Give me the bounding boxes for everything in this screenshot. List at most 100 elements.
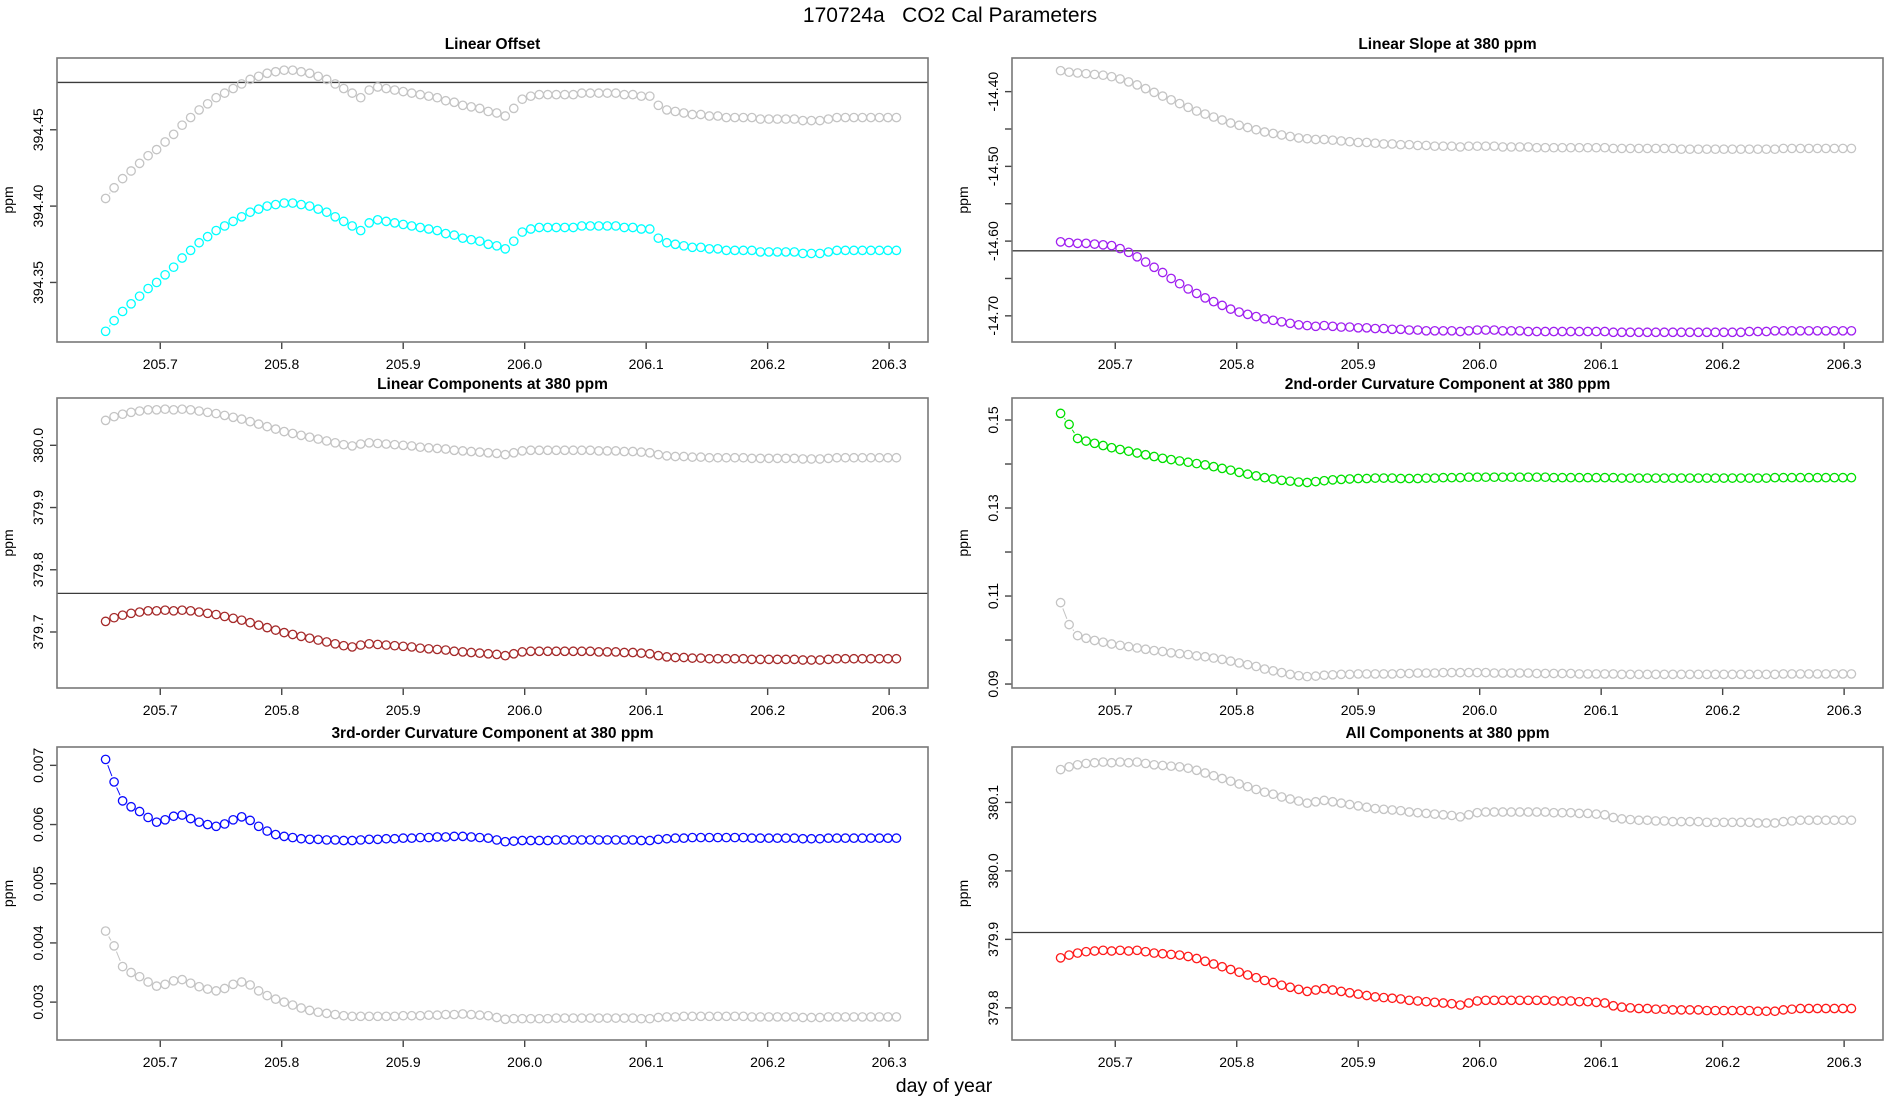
data-point	[1072, 68, 1083, 78]
data-point	[832, 452, 842, 463]
data-point	[381, 83, 392, 94]
data-point	[542, 1013, 553, 1024]
data-point	[1616, 1002, 1627, 1012]
data-point	[415, 222, 426, 233]
data-point	[832, 112, 842, 123]
data-point	[1081, 758, 1091, 769]
data-point	[389, 218, 400, 228]
data-point	[1506, 807, 1517, 817]
data-point	[568, 222, 579, 233]
data-point	[1702, 817, 1712, 828]
panel-border	[1011, 57, 1884, 343]
data-point	[1370, 669, 1381, 679]
data-point	[423, 832, 434, 843]
data-point	[262, 990, 273, 1001]
data-point	[270, 199, 281, 210]
data-point	[729, 245, 740, 256]
data-point	[1523, 995, 1534, 1006]
data-point	[457, 647, 468, 657]
data-point	[1208, 461, 1219, 472]
data-point	[1353, 322, 1364, 333]
data-point	[109, 612, 119, 623]
data-point	[1514, 995, 1525, 1006]
data-point	[764, 654, 774, 665]
data-point	[126, 608, 136, 619]
data-point	[1497, 807, 1508, 817]
data-point	[1353, 989, 1364, 999]
data-point	[1208, 112, 1219, 122]
data-point	[815, 115, 825, 126]
data-point	[483, 1010, 494, 1021]
point-connector	[109, 192, 111, 194]
data-point	[330, 835, 341, 845]
data-point	[1693, 144, 1704, 155]
data-point	[661, 1012, 672, 1022]
data-point	[1540, 807, 1551, 817]
data-point	[1557, 996, 1568, 1006]
data-point	[1285, 476, 1296, 487]
data-point	[1489, 668, 1500, 678]
data-point	[517, 1013, 528, 1024]
x-tick-label: 206.3	[1827, 1054, 1862, 1070]
data-point	[491, 108, 502, 118]
x-tick-label: 206.0	[507, 1054, 542, 1070]
data-point	[347, 642, 358, 652]
data-point	[1149, 87, 1159, 98]
data-point	[1736, 669, 1746, 680]
data-point	[1625, 669, 1636, 680]
data-point	[891, 833, 902, 844]
data-point	[1582, 142, 1593, 153]
data-point	[891, 245, 902, 256]
data-point	[1846, 815, 1857, 826]
data-point	[1115, 757, 1125, 767]
data-point	[1217, 773, 1228, 784]
data-point	[755, 247, 766, 257]
data-point	[789, 114, 800, 124]
data-point	[134, 806, 145, 817]
data-point	[1064, 762, 1074, 772]
data-point	[593, 647, 604, 657]
data-point	[262, 68, 273, 79]
data-point	[330, 437, 341, 448]
data-point	[1327, 321, 1338, 332]
data-point	[245, 74, 256, 85]
data-point	[1778, 325, 1789, 336]
data-point	[1548, 996, 1559, 1006]
data-point	[1412, 807, 1423, 818]
data-point	[1259, 472, 1270, 483]
data-point	[1123, 946, 1134, 956]
data-point	[610, 1013, 621, 1023]
data-point	[338, 83, 349, 94]
data-point	[1089, 946, 1100, 956]
data-point	[253, 204, 264, 215]
x-tick-label: 206.0	[1462, 356, 1497, 372]
data-point	[815, 454, 825, 464]
data-point	[729, 452, 740, 463]
x-tick-label: 206.3	[872, 702, 907, 718]
data-point	[1463, 667, 1474, 678]
data-point	[627, 1013, 638, 1023]
data-point	[1514, 807, 1525, 817]
data-point	[1387, 669, 1398, 679]
data-point	[160, 404, 170, 415]
data-point	[874, 1012, 885, 1022]
data-point	[1693, 327, 1704, 338]
data-point	[1650, 327, 1661, 338]
data-point	[695, 109, 706, 120]
data-point	[1446, 325, 1457, 336]
data-point	[1302, 671, 1313, 682]
data-point	[1242, 781, 1253, 792]
data-point	[832, 1012, 842, 1022]
data-point	[296, 199, 307, 210]
data-point	[525, 646, 536, 657]
data-point	[729, 1011, 740, 1022]
data-point	[457, 100, 468, 111]
data-point	[866, 112, 876, 123]
data-point	[1497, 325, 1508, 336]
data-point	[1234, 779, 1245, 789]
data-point	[806, 833, 817, 844]
data-point	[534, 1013, 545, 1024]
data-point	[483, 833, 494, 844]
data-point	[1531, 995, 1542, 1006]
data-point	[678, 652, 689, 663]
